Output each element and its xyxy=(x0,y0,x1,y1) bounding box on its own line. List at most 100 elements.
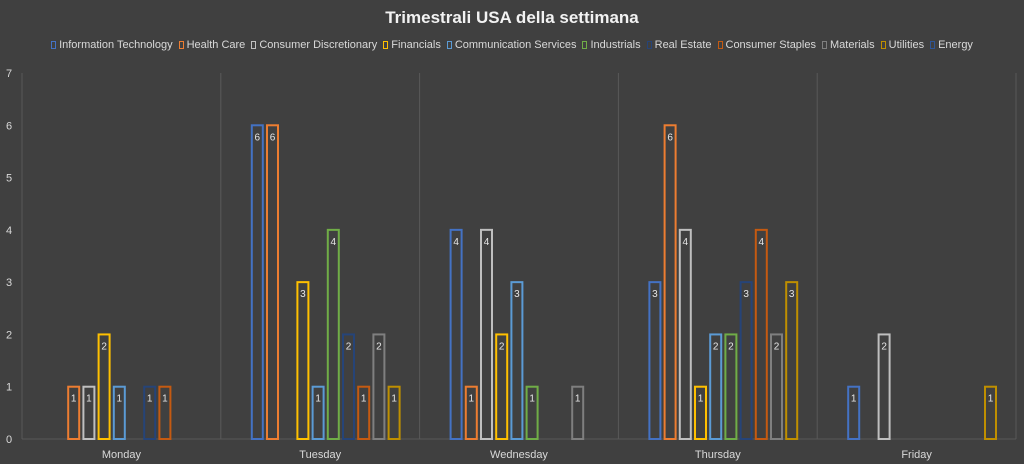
data-label: 1 xyxy=(988,394,994,405)
data-label: 1 xyxy=(698,394,704,405)
x-tick-label: Tuesday xyxy=(299,449,341,461)
bar xyxy=(571,385,585,441)
bar xyxy=(495,333,509,440)
bar xyxy=(709,333,723,440)
bar xyxy=(296,281,310,440)
data-label: 1 xyxy=(529,394,535,405)
data-label: 2 xyxy=(499,341,505,352)
bar xyxy=(739,281,753,440)
data-label: 6 xyxy=(270,132,276,143)
legend-swatch xyxy=(251,41,257,49)
legend-item: Utilities xyxy=(880,39,925,51)
x-tick-label: Thursday xyxy=(695,449,741,461)
legend: Information Technology Health Care Consume… xyxy=(0,39,1024,51)
data-label: 4 xyxy=(331,237,337,248)
x-tick-label: Monday xyxy=(102,449,142,461)
x-tick-label: Friday xyxy=(901,449,932,461)
bar xyxy=(648,281,662,440)
y-tick-label: 7 xyxy=(6,68,12,80)
legend-label: Financials xyxy=(391,39,441,51)
bar xyxy=(342,333,355,440)
bar xyxy=(678,228,692,440)
data-label: 1 xyxy=(851,394,857,405)
legend-label: Communication Services xyxy=(454,39,577,51)
data-label: 1 xyxy=(391,394,397,405)
data-label: 4 xyxy=(453,237,459,248)
legend-item: Information Technology xyxy=(51,39,173,51)
legend-label: Utilities xyxy=(888,39,925,51)
legend-swatch xyxy=(646,41,652,49)
data-label: 2 xyxy=(101,341,107,352)
y-tick-label: 1 xyxy=(6,382,12,394)
bar xyxy=(663,124,677,441)
bar xyxy=(387,385,401,441)
bar xyxy=(770,333,783,440)
data-label: 3 xyxy=(652,289,658,300)
legend-swatch xyxy=(582,41,588,49)
data-label: 1 xyxy=(117,394,123,405)
bar xyxy=(250,124,264,441)
data-label: 1 xyxy=(315,394,321,405)
legend-item: Materials xyxy=(822,39,875,51)
data-label: 4 xyxy=(759,237,765,248)
legend-swatch xyxy=(51,41,57,49)
y-tick-label: 6 xyxy=(6,120,12,132)
bar xyxy=(984,385,997,441)
data-label: 1 xyxy=(469,394,475,405)
legend-item: Industrials xyxy=(582,39,641,51)
legend-item: Energy xyxy=(930,39,973,51)
bar xyxy=(525,385,539,441)
data-label: 2 xyxy=(774,341,780,352)
chart-title: Trimestrali USA della settimana xyxy=(385,8,639,27)
data-label: 3 xyxy=(300,289,306,300)
data-label: 2 xyxy=(713,341,719,352)
data-label: 6 xyxy=(255,132,261,143)
y-tick-label: 2 xyxy=(6,329,12,341)
data-label: 2 xyxy=(376,341,382,352)
data-label: 1 xyxy=(147,394,153,405)
bar xyxy=(785,281,799,440)
bar xyxy=(357,385,371,441)
legend-swatch xyxy=(717,41,723,49)
bar xyxy=(464,385,478,441)
data-label: 2 xyxy=(346,341,352,352)
y-tick-label: 4 xyxy=(6,225,12,237)
bar xyxy=(112,385,126,441)
bar xyxy=(694,385,707,441)
data-label: 3 xyxy=(789,289,795,300)
bar xyxy=(724,333,738,440)
legend-item: Communication Services xyxy=(446,39,577,51)
legend-label: Real Estate xyxy=(654,39,712,51)
bar xyxy=(311,385,325,441)
legend-swatch xyxy=(880,41,886,49)
data-label: 1 xyxy=(71,394,77,405)
legend-label: Consumer Staples xyxy=(725,39,817,51)
legend-swatch xyxy=(822,41,827,49)
legend-item: Health Care xyxy=(178,39,246,51)
y-tick-label: 0 xyxy=(6,434,12,446)
data-label: 4 xyxy=(683,237,689,248)
bar xyxy=(97,333,111,440)
legend-label: Health Care xyxy=(186,39,246,51)
legend-item: Consumer Staples xyxy=(717,39,817,51)
bar xyxy=(449,228,463,440)
data-label: 2 xyxy=(881,341,887,352)
data-label: 4 xyxy=(484,237,490,248)
y-tick-label: 3 xyxy=(6,277,12,289)
legend-item: Real Estate xyxy=(646,39,712,51)
legend-label: Information Technology xyxy=(59,39,173,51)
bar xyxy=(158,385,172,441)
legend-label: Materials xyxy=(830,39,875,51)
legend-item: Financials xyxy=(383,39,441,51)
y-tick-label: 5 xyxy=(6,173,12,185)
bar xyxy=(877,333,891,440)
legend-label: Consumer Discretionary xyxy=(259,39,378,51)
bar xyxy=(266,124,279,441)
bar xyxy=(143,385,157,441)
bar xyxy=(326,228,340,440)
bar xyxy=(847,385,861,441)
data-label: 3 xyxy=(743,289,749,300)
data-label: 6 xyxy=(667,132,673,143)
legend-swatch xyxy=(178,41,184,49)
